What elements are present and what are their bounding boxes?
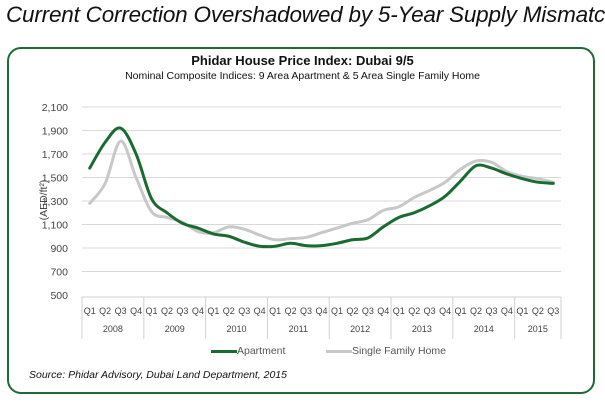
x-tick-label-quarter: Q4	[439, 306, 451, 316]
x-tick-label-quarter: Q3	[176, 306, 188, 316]
x-tick-label-quarter: Q1	[393, 306, 405, 316]
x-tick-label-quarter: Q3	[238, 306, 250, 316]
legend: Apartment Single Family Home	[0, 345, 605, 361]
x-tick-label-year: 2013	[412, 324, 432, 334]
x-tick-label-quarter: Q2	[408, 306, 420, 316]
y-tick-label: 900	[50, 243, 68, 255]
headline: Current Correction Overshadowed by 5-Yea…	[6, 2, 605, 27]
chart-subtitle: Nominal Composite Indices: 9 Area Apartm…	[125, 70, 480, 82]
x-tick-label-quarter: Q3	[485, 306, 497, 316]
y-tick-label: 1,900	[42, 126, 68, 138]
x-tick-label-quarter: Q2	[161, 306, 173, 316]
x-tick-label-quarter: Q1	[331, 306, 343, 316]
x-tick-label-quarter: Q2	[223, 306, 235, 316]
y-tick-label: 2,100	[42, 102, 68, 114]
y-tick-label: 700	[50, 267, 68, 279]
y-tick-label: 500	[50, 290, 68, 302]
x-tick-label-quarter: Q1	[84, 306, 96, 316]
x-tick-label-quarter: Q3	[300, 306, 312, 316]
x-tick-label-quarter: Q3	[424, 306, 436, 316]
chart-title: Phidar House Price Index: Dubai 9/5	[191, 53, 414, 68]
x-tick-label-quarter: Q3	[115, 306, 127, 316]
y-tick-label: 1,500	[42, 173, 68, 185]
x-tick-label-year: 2009	[165, 324, 185, 334]
y-tick-label: 1,300	[42, 196, 68, 208]
source-note: Source: Phidar Advisory, Dubai Land Depa…	[29, 369, 287, 381]
chart-frame	[7, 47, 595, 394]
x-tick-label-quarter: Q1	[269, 306, 281, 316]
x-tick-label-quarter: Q2	[99, 306, 111, 316]
x-tick-label-year: 2010	[227, 324, 247, 334]
x-tick-label-year: 2014	[474, 324, 494, 334]
x-tick-label-quarter: Q4	[192, 306, 204, 316]
x-tick-label-year: 2012	[350, 324, 370, 334]
series-line-single-family	[88, 139, 555, 242]
x-tick-label-quarter: Q1	[455, 306, 467, 316]
x-tick-label-quarter: Q2	[470, 306, 482, 316]
legend-label-single-family: Single Family Home	[352, 345, 446, 357]
x-tick-label-quarter: Q4	[377, 306, 389, 316]
x-tick-label-quarter: Q2	[346, 306, 358, 316]
x-tick-label-quarter: Q4	[254, 306, 266, 316]
x-tick-label-quarter: Q4	[315, 306, 327, 316]
x-tick-label-quarter: Q1	[516, 306, 528, 316]
x-tick-label-quarter: Q4	[501, 306, 513, 316]
x-tick-label-quarter: Q1	[146, 306, 158, 316]
x-tick-label-year: 2008	[103, 324, 123, 334]
y-axis-label: (AED/ft²)	[38, 180, 50, 221]
x-tick-label-quarter: Q3	[362, 306, 374, 316]
x-tick-label-year: 2011	[289, 324, 308, 334]
x-tick-label-quarter: Q2	[285, 306, 297, 316]
series-line-apartment	[88, 126, 555, 249]
x-tick-label-quarter: Q2	[532, 306, 544, 316]
x-tick-label-quarter: Q3	[547, 306, 559, 316]
y-tick-label: 1,100	[42, 220, 68, 232]
legend-item-apartment: Apartment	[211, 345, 285, 357]
legend-item-single-family: Single Family Home	[326, 345, 446, 357]
y-tick-label: 1,700	[42, 149, 68, 161]
legend-label-apartment: Apartment	[237, 345, 286, 357]
x-tick-label-quarter: Q4	[130, 306, 142, 316]
x-tick-label-year: 2015	[528, 324, 548, 334]
legend-swatch-single-family	[326, 349, 352, 353]
legend-swatch-apartment	[211, 349, 237, 353]
x-tick-label-quarter: Q1	[207, 306, 219, 316]
